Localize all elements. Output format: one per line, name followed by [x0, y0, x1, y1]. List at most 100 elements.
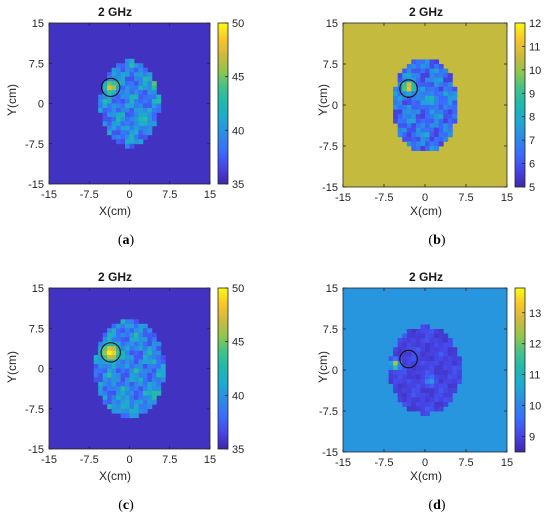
heatmap-cell: [129, 90, 135, 95]
heatmap-cell: [133, 319, 139, 325]
heatmap-cell: [151, 341, 157, 347]
heatmap-cell: [411, 388, 417, 394]
heatmap-cell: [107, 72, 113, 78]
colorbar-tick-label: 7: [529, 135, 535, 147]
heatmap-cell: [434, 64, 440, 69]
heatmap-cell: [452, 86, 458, 92]
heatmap-cell: [125, 355, 130, 360]
heatmap-cell: [147, 404, 153, 410]
heatmap-cell: [107, 112, 113, 118]
heatmap-cell: [107, 76, 113, 82]
heatmap-cell: [125, 332, 130, 338]
heatmap-cell: [443, 383, 449, 389]
heatmap-cell: [142, 390, 148, 396]
heatmap-cell: [138, 103, 144, 109]
heatmap-cell: [147, 99, 153, 104]
heatmap-cell: [443, 95, 449, 101]
heatmap-cell: [102, 386, 108, 392]
heatmap-cell: [411, 77, 417, 83]
heatmap-cell: [411, 379, 417, 385]
heatmap-cell: [438, 123, 444, 129]
heatmap-cell: [438, 338, 444, 344]
heatmap-cell: [142, 381, 148, 387]
heatmap-cell: [415, 136, 421, 142]
heatmap-cell: [452, 105, 458, 110]
heatmap-cell: [129, 103, 135, 109]
heatmap-cell: [434, 329, 440, 334]
heatmap-cell: [142, 368, 148, 374]
heatmap-cell: [406, 64, 412, 69]
heatmap-cell: [420, 406, 426, 412]
heatmap-cell: [125, 85, 130, 91]
heatmap-cell: [402, 401, 408, 407]
heatmap-cell: [447, 342, 453, 348]
heatmap-cell: [434, 68, 440, 74]
x-tick-label: -7.5: [80, 189, 99, 201]
heatmap-cell: [138, 130, 144, 136]
heatmap-cell: [415, 406, 421, 412]
heatmap-cell: [443, 401, 449, 407]
heatmap-cell: [142, 377, 148, 383]
x-tick-label: 0: [126, 454, 132, 466]
heatmap-cell: [393, 360, 399, 366]
heatmap-cell: [147, 81, 153, 87]
heatmap-cell: [429, 95, 435, 101]
heatmap-cell: [151, 346, 157, 352]
heatmap-cell: [434, 123, 440, 129]
colorbar-gradient: [217, 22, 229, 185]
heatmap-cell: [425, 406, 430, 412]
heatmap-cell: [93, 368, 99, 374]
colorbar-tick-label: 8: [529, 112, 535, 124]
heatmap-cell: [147, 364, 153, 369]
heatmap-cell: [147, 386, 153, 392]
heatmap-region: [393, 59, 458, 151]
heatmap-cell: [151, 368, 157, 374]
heatmap-cell: [151, 355, 157, 360]
heatmap-cell: [429, 406, 435, 412]
heatmap-cell: [397, 73, 403, 79]
heatmap-cell: [425, 59, 430, 65]
heatmap-cell: [93, 359, 99, 365]
heatmap-cell: [425, 100, 430, 106]
heatmap-cell: [388, 365, 394, 371]
heatmap-cell: [402, 95, 408, 101]
heatmap-cell: [406, 329, 412, 334]
heatmap-cell: [129, 332, 135, 338]
heatmap-cell: [406, 68, 412, 74]
y-tick-label: 0: [332, 100, 338, 112]
heatmap-cell: [133, 404, 139, 410]
heatmap-cell: [125, 58, 130, 64]
heatmap-cell: [429, 379, 435, 385]
heatmap-cell: [397, 342, 403, 348]
heatmap-cell: [102, 377, 108, 383]
heatmap-cell: [402, 123, 408, 129]
x-tick-label: -7.5: [375, 457, 394, 469]
heatmap-cell: [425, 86, 430, 92]
heatmap-cell: [98, 368, 104, 374]
panel-d-heatmap: [343, 288, 507, 452]
heatmap-cell: [443, 123, 449, 129]
heatmap-cell: [397, 105, 403, 110]
y-tick-label: 0: [332, 365, 338, 377]
heatmap-cell: [129, 372, 135, 378]
heatmap-cell: [111, 377, 117, 383]
heatmap-cell: [120, 112, 126, 118]
heatmap-cell: [98, 99, 104, 104]
x-tick-label: 15: [501, 457, 513, 469]
heatmap-cell: [429, 105, 435, 110]
heatmap-cell: [98, 377, 104, 383]
heatmap-cell: [160, 377, 166, 383]
heatmap-cell: [420, 351, 426, 357]
colorbar-gradient: [217, 287, 229, 450]
heatmap-cell: [107, 121, 113, 127]
heatmap-cell: [393, 370, 399, 375]
heatmap-cell: [147, 328, 153, 334]
heatmap-cell: [102, 368, 108, 374]
heatmap-cell: [116, 377, 121, 383]
x-tick-label: 15: [204, 454, 216, 466]
heatmap-cell: [411, 370, 417, 375]
heatmap-cell: [151, 94, 157, 100]
heatmap-cell: [120, 81, 126, 87]
heatmap-cell: [111, 85, 117, 91]
heatmap-cell: [147, 346, 153, 352]
